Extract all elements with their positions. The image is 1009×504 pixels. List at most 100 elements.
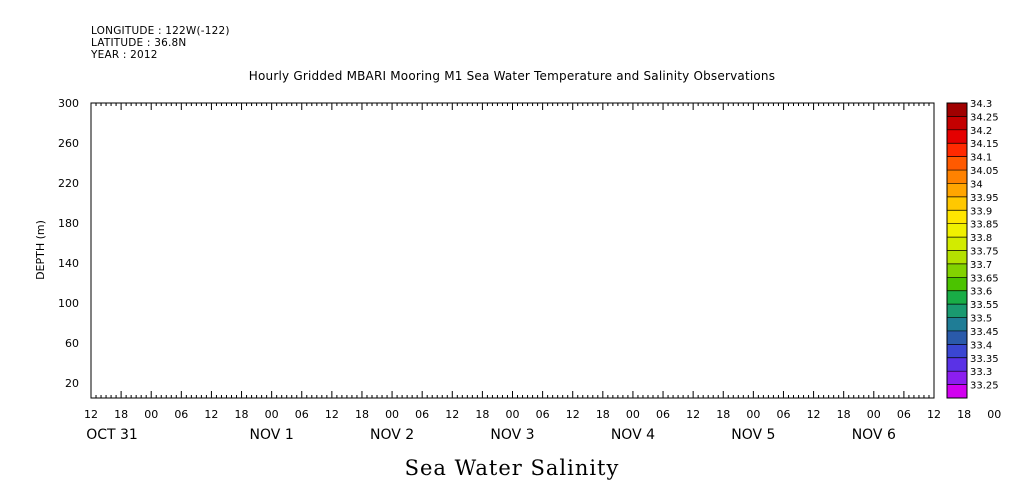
colorbar-label: 33.7 (970, 260, 992, 271)
y-tick-label: 140 (58, 257, 79, 270)
x-hour-label: 00 (144, 408, 158, 421)
x-hour-label: 06 (295, 408, 309, 421)
x-date-label: OCT 31 (86, 427, 138, 443)
x-date-label: NOV 6 (852, 427, 896, 443)
latitude-label: LATITUDE : 36.8N (91, 37, 187, 49)
colorbar-label: 34.3 (970, 99, 992, 110)
y-axis: DEPTH (m) 20 60 100 140 180 220 260 300 (34, 97, 79, 390)
colorbar-swatch (947, 156, 967, 171)
y-tick-label: 100 (58, 297, 79, 310)
y-tick-label: 300 (58, 97, 79, 110)
colorbar-label: 33.85 (970, 220, 999, 231)
x-hour-label: 00 (746, 408, 760, 421)
colorbar-swatch (947, 290, 967, 305)
colorbar-label: 34 (970, 179, 983, 190)
x-hour-label: 18 (114, 408, 128, 421)
colorbar-label: 34.05 (970, 166, 999, 177)
y-axis-label: DEPTH (m) (34, 220, 47, 280)
colorbar-swatch (947, 237, 967, 251)
year-label: YEAR : 2012 (91, 49, 158, 61)
y-tick-label: 220 (58, 177, 79, 190)
chart-title: Hourly Gridded MBARI Mooring M1 Sea Wate… (248, 69, 776, 83)
x-hour-label: 00 (987, 408, 1001, 421)
x-hour-label: 12 (325, 408, 339, 421)
colorbar-swatch (947, 170, 967, 184)
colorbar-label: 33.6 (970, 287, 992, 298)
colorbar-label: 33.65 (970, 273, 999, 284)
colorbar-swatch (947, 330, 967, 345)
y-tick-label: 60 (65, 337, 79, 350)
colorbar-label: 33.4 (970, 340, 992, 351)
colorbar-legend: 34.3 34.25 34.2 34.15 34.1 34.05 34 33.95 33.9 33… (946, 99, 999, 399)
x-hour-label: 06 (897, 408, 911, 421)
colorbar-label: 34.25 (970, 112, 999, 123)
x-hour-label: 12 (686, 408, 700, 421)
colorbar-swatch (947, 277, 967, 292)
x-hour-label: 06 (536, 408, 550, 421)
x-hour-label: 18 (235, 408, 249, 421)
y-tick-label: 20 (65, 377, 79, 390)
colorbar-label: 34.15 (970, 139, 999, 150)
x-hour-label: 06 (415, 408, 429, 421)
x-hour-label: 18 (837, 408, 851, 421)
colorbar-swatch (947, 250, 967, 265)
x-hour-label: 18 (355, 408, 369, 421)
x-axis: 12 18 00 06 12 18 00 06 12 18 00 06 12 18 00 06 12 18 00 06… (84, 103, 1001, 443)
colorbar-swatch (947, 103, 967, 117)
x-hour-label: 00 (265, 408, 279, 421)
colorbar-label: 33.8 (970, 233, 992, 244)
plot-background (91, 103, 934, 398)
colorbar-label: 33.55 (970, 300, 999, 311)
x-hour-label: 00 (385, 408, 399, 421)
colorbar-label: 34.2 (970, 126, 992, 137)
colorbar-label: 33.45 (970, 327, 999, 338)
x-hour-label: 18 (475, 408, 489, 421)
colorbar-label: 33.35 (970, 354, 999, 365)
colorbar-swatch (947, 371, 967, 385)
colorbar-label: 33.95 (970, 193, 999, 204)
x-hour-label: 00 (506, 408, 520, 421)
x-hour-label: 12 (807, 408, 821, 421)
colorbar-swatch (947, 129, 967, 144)
colorbar-label: 34.1 (970, 153, 992, 164)
x-hour-label: 12 (927, 408, 941, 421)
x-hour-label: 00 (867, 408, 881, 421)
x-hour-label: 06 (174, 408, 188, 421)
x-hour-label: 18 (716, 408, 730, 421)
x-date-label: NOV 4 (611, 427, 655, 443)
x-hour-label: 06 (776, 408, 790, 421)
colorbar-swatch (947, 384, 967, 399)
colorbar-label: 33.5 (970, 314, 992, 325)
longitude-label: LONGITUDE : 122W(-122) (91, 25, 230, 37)
x-hour-label: 12 (445, 408, 459, 421)
y-tick-label: 260 (58, 137, 79, 150)
x-date-label: NOV 1 (250, 427, 294, 443)
x-hour-label: 12 (204, 408, 218, 421)
x-date-label: NOV 3 (490, 427, 534, 443)
x-hour-label: 18 (957, 408, 971, 421)
colorbar-swatch (947, 143, 967, 158)
plot-area (90, 102, 935, 399)
x-hour-label: 06 (656, 408, 670, 421)
colorbar-swatch (947, 223, 967, 238)
colorbar-swatch (947, 304, 967, 318)
x-axis-label: Sea Water Salinity (404, 456, 620, 480)
x-hour-label: 12 (566, 408, 580, 421)
x-hour-label: 12 (84, 408, 98, 421)
colorbar-swatch (947, 357, 967, 372)
colorbar-swatch (947, 317, 967, 332)
colorbar-swatch (947, 116, 967, 131)
x-hour-label: 18 (596, 408, 610, 421)
colorbar-swatch (947, 263, 967, 278)
colorbar-label: 33.3 (970, 367, 992, 378)
x-hour-label: 00 (626, 408, 640, 421)
colorbar-label: 33.25 (970, 381, 999, 392)
colorbar-swatch (947, 344, 967, 359)
colorbar-swatch (947, 183, 967, 198)
colorbar-label: 33.75 (970, 247, 999, 258)
colorbar-swatch (947, 196, 967, 211)
x-date-label: NOV 5 (731, 427, 775, 443)
x-date-label: NOV 2 (370, 427, 414, 443)
y-tick-label: 180 (58, 217, 79, 230)
